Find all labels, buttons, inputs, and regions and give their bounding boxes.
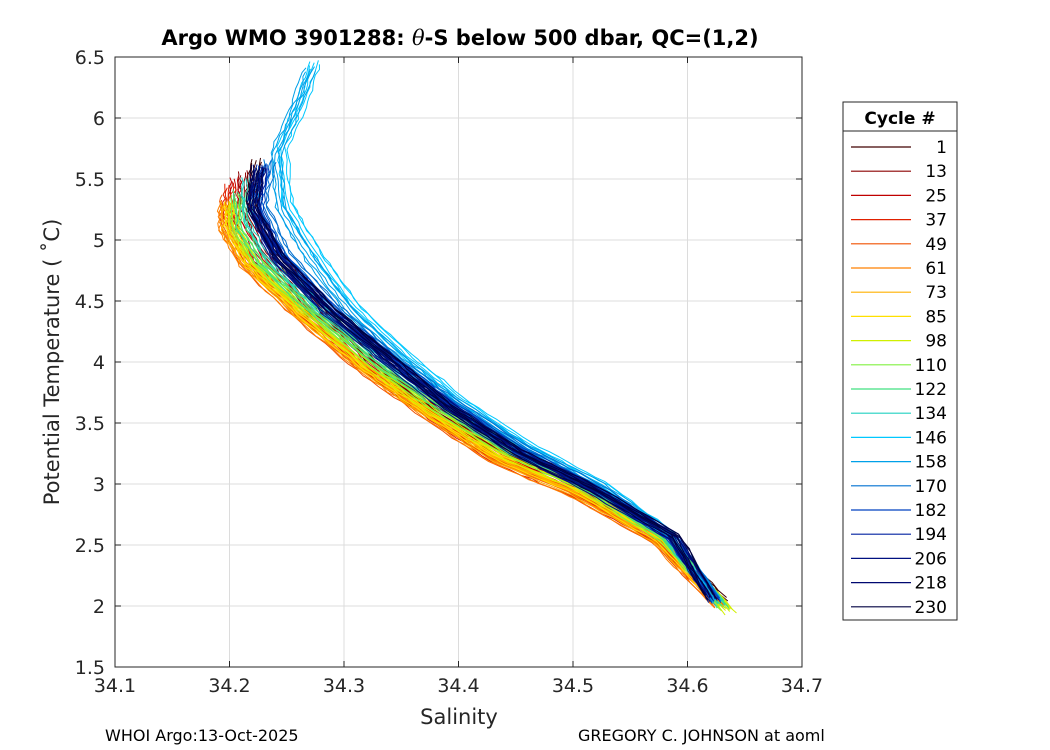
series-cycle-230 bbox=[245, 164, 718, 601]
legend-entry: 134 bbox=[915, 404, 947, 424]
series-line bbox=[224, 204, 723, 612]
chart-title-theta: θ bbox=[411, 26, 425, 50]
legend-entry: 25 bbox=[925, 186, 947, 206]
series-line bbox=[227, 205, 726, 616]
y-tick-label: 4.5 bbox=[75, 291, 105, 313]
y-tick-label: 3 bbox=[93, 474, 105, 496]
y-tick-label: 5.5 bbox=[75, 169, 105, 191]
x-tick-label: 34.1 bbox=[94, 675, 136, 697]
legend-entry: 110 bbox=[915, 356, 947, 376]
legend-entry: 194 bbox=[915, 525, 947, 545]
legend-entry: 98 bbox=[925, 332, 947, 352]
series-line bbox=[245, 164, 707, 596]
x-axis-label: Salinity bbox=[420, 705, 498, 729]
legend-entry: 230 bbox=[915, 598, 947, 618]
legend-entry: 122 bbox=[915, 380, 947, 400]
x-tick-label: 34.5 bbox=[552, 675, 594, 697]
y-tick-label: 2 bbox=[93, 596, 105, 618]
series-line bbox=[256, 167, 718, 600]
series-group bbox=[216, 60, 737, 616]
legend-entry: 218 bbox=[915, 574, 947, 594]
axis-ticks: 34.1 34.2 34.3 34.4 34.5 34.6 34.7 1.5 2 2.5 3 3.5 4… bbox=[75, 47, 823, 697]
legend-entry: 73 bbox=[925, 283, 947, 303]
legend-entry: 49 bbox=[925, 235, 947, 255]
series-line bbox=[230, 199, 722, 611]
y-tick-label: 4 bbox=[93, 352, 105, 374]
legend-entry: 1 bbox=[936, 138, 947, 158]
legend-entry: 158 bbox=[915, 453, 947, 473]
y-tick-label: 6.5 bbox=[75, 47, 105, 69]
legend-entry: 61 bbox=[925, 259, 947, 279]
chart-title-suffix: -S below 500 dbar, QC=(1,2) bbox=[424, 26, 759, 50]
series-line bbox=[286, 64, 722, 602]
y-tick-label: 1.5 bbox=[75, 657, 105, 679]
footer-source: WHOI Argo:13-Oct-2025 bbox=[105, 726, 299, 745]
y-tick-label: 3.5 bbox=[75, 413, 105, 435]
legend-entry: 13 bbox=[925, 162, 947, 182]
series-line bbox=[247, 175, 711, 603]
legend-entry: 146 bbox=[915, 428, 947, 448]
legend-entry: 37 bbox=[925, 211, 947, 231]
chart-title: Argo WMO 3901288: θ-S below 500 dbar, QC… bbox=[110, 26, 810, 50]
y-tick-label: 5 bbox=[93, 230, 105, 252]
x-tick-label: 34.2 bbox=[208, 675, 250, 697]
series-line bbox=[220, 206, 721, 609]
legend-entry: 85 bbox=[925, 307, 947, 327]
legend-entry: 182 bbox=[915, 501, 947, 521]
y-tick-label: 6 bbox=[93, 108, 105, 130]
legend-entry: 206 bbox=[915, 549, 947, 569]
series-line bbox=[233, 193, 718, 609]
x-tick-label: 34.3 bbox=[323, 675, 365, 697]
x-tick-label: 34.6 bbox=[666, 675, 708, 697]
x-tick-label: 34.7 bbox=[781, 675, 823, 697]
series-line bbox=[250, 166, 711, 598]
legend: Cycle # 1 13 25 37 49 61 73 85 98 110 122 134 146 158… bbox=[842, 101, 958, 621]
x-tick-label: 34.4 bbox=[437, 675, 479, 697]
y-axis-label: Potential Temperature ( ˚C) bbox=[40, 218, 64, 506]
legend-title: Cycle # bbox=[864, 109, 935, 129]
legend-entry: 170 bbox=[915, 477, 947, 497]
series-line bbox=[218, 206, 716, 609]
chart-title-prefix: Argo WMO 3901288: bbox=[161, 26, 412, 50]
footer-author: GREGORY C. JOHNSON at aoml bbox=[578, 726, 825, 745]
y-tick-label: 2.5 bbox=[75, 535, 105, 557]
